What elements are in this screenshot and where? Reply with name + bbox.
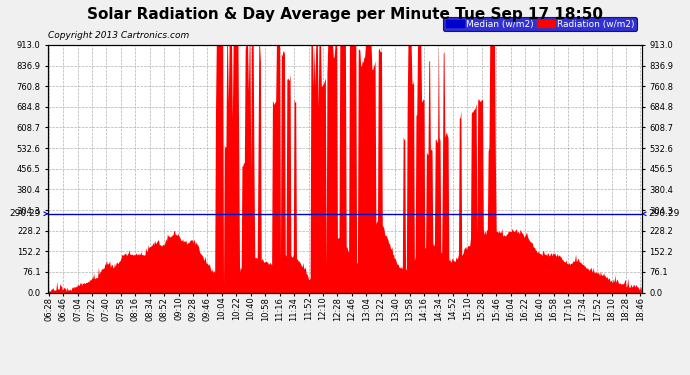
Text: 290.29: 290.29 [10,209,48,218]
Legend: Median (w/m2), Radiation (w/m2): Median (w/m2), Radiation (w/m2) [443,17,637,31]
Text: 290.29: 290.29 [642,209,680,218]
Text: Solar Radiation & Day Average per Minute Tue Sep 17 18:50: Solar Radiation & Day Average per Minute… [87,8,603,22]
Text: Copyright 2013 Cartronics.com: Copyright 2013 Cartronics.com [48,32,190,40]
